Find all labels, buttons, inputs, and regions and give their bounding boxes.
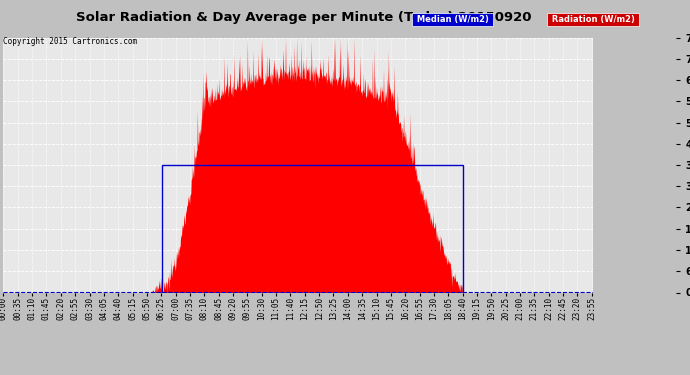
Text: Copyright 2015 Cartronics.com: Copyright 2015 Cartronics.com [3, 38, 137, 46]
Text: Solar Radiation & Day Average per Minute (Today) 20150920: Solar Radiation & Day Average per Minute… [76, 11, 531, 24]
Text: Median (W/m2): Median (W/m2) [414, 15, 492, 24]
Bar [162, 165, 464, 292]
Text: Radiation (W/m2): Radiation (W/m2) [549, 15, 638, 24]
